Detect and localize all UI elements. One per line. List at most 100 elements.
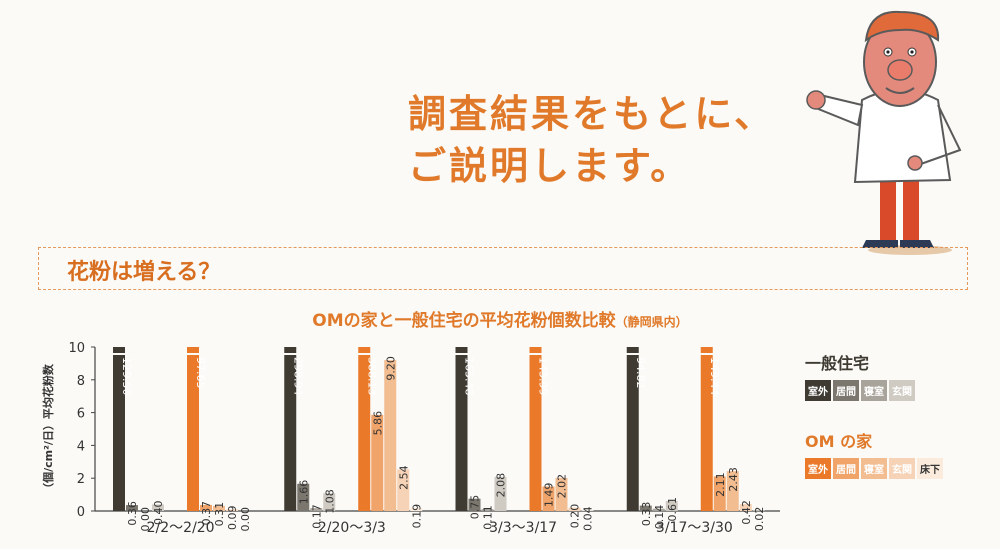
bar-om: [213, 505, 225, 511]
bar-value-label: 1.66: [297, 480, 310, 505]
bar-value-label: 0.61: [666, 497, 679, 521]
headline-line2: ご説明します。: [408, 144, 692, 188]
bar-break-mark: [625, 353, 640, 355]
bar-break-mark: [699, 353, 714, 355]
bar-om: [410, 507, 423, 511]
bar-om: [726, 471, 739, 511]
bar-value-label: 0.19: [410, 504, 423, 529]
bar-value-label: 149.44: [708, 357, 721, 396]
bar-value-label: 9.20: [384, 356, 397, 381]
bar-value-label: 5.86: [371, 411, 384, 436]
bar-break-mark: [283, 353, 298, 355]
legend-chip: 玄関: [889, 458, 915, 479]
bar-value-label: 143.99: [537, 357, 550, 396]
legend-chip: 室外: [805, 458, 831, 479]
bar-break-mark: [528, 353, 543, 355]
bar-break-mark: [186, 353, 200, 355]
headline-line1: 調査結果をもとに、: [408, 92, 776, 136]
x-category-label: 2/2〜2/20: [147, 520, 215, 536]
bar-value-label: 1.08: [323, 489, 336, 513]
y-tick-label: 10: [68, 341, 85, 356]
y-tick-label: 8: [77, 374, 85, 389]
bar-om: [542, 486, 555, 511]
chart-title-sub: （静岡県内）: [615, 315, 688, 329]
bar-general: [665, 500, 678, 511]
bar-value-label: 0.11: [482, 505, 495, 530]
bar-break-mark: [112, 353, 126, 355]
y-tick-label: 6: [77, 407, 85, 422]
bar-value-label: 0.36: [126, 501, 139, 526]
bar-general: [310, 508, 323, 511]
legend-chip: 居間: [833, 458, 859, 479]
legend-general: 一般住宅 室外 居間 寝室 玄関: [805, 350, 915, 401]
bar-value-label: 0.40: [152, 500, 165, 525]
bar-value-label: 0.17: [310, 504, 323, 529]
bar-value-label: 0.20: [569, 504, 582, 528]
bar-om: [200, 504, 212, 511]
legend-om: OM の家 室外 居間 寝室 玄関 床下: [805, 428, 943, 479]
bar-general: [468, 498, 481, 511]
bar-value-label: 298.94: [291, 357, 304, 396]
bar-value-label: 0.37: [200, 501, 213, 526]
legend-om-chips: 室外 居間 寝室 玄関 床下: [805, 458, 943, 479]
legend-chip: 玄関: [889, 380, 915, 401]
x-category-label: 3/3〜3/17: [489, 520, 557, 536]
legend-chip: 寝室: [861, 458, 887, 479]
bar-value-label: 2.02: [556, 474, 569, 499]
legend-chip: 床下: [917, 458, 943, 479]
y-tick-label: 2: [77, 472, 85, 487]
bar-general: [639, 505, 652, 511]
bar-general: [152, 504, 164, 511]
legend-general-chips: 室外 居間 寝室 玄関: [805, 380, 915, 401]
bar-value-label: 388.13: [365, 357, 378, 396]
bar-value-label: 1.49: [543, 483, 556, 508]
bar-value-label: 0.09: [226, 506, 239, 531]
bar-value-label: 0.04: [582, 506, 595, 531]
bar-om: [384, 360, 397, 511]
bar-general: [284, 347, 297, 511]
bar-value-label: 0.00: [139, 507, 152, 532]
y-tick-label: 4: [77, 439, 85, 454]
bar-om: [226, 509, 238, 511]
bar-om: [358, 347, 371, 511]
bar-value-label: 0.00: [239, 507, 252, 532]
bar-om: [529, 347, 542, 511]
bar-general: [481, 509, 494, 511]
bar-om: [555, 477, 568, 511]
bar-value-label: 2.11: [714, 472, 727, 497]
bar-om: [713, 476, 726, 511]
bar-value-label: 0.75: [469, 495, 482, 520]
bar-general: [113, 347, 125, 511]
bar-break-mark: [357, 353, 372, 355]
x-category-label: 2/20〜3/3: [318, 520, 386, 536]
headline: 調査結果をもとに、 ご説明します。: [408, 88, 775, 192]
bar-value-label: 129.50: [120, 357, 133, 396]
bar-om: [187, 347, 199, 511]
bar-om: [371, 414, 384, 511]
legend-om-title: OM の家: [805, 432, 873, 451]
bar-general: [126, 505, 138, 511]
bar-value-label: 0.14: [653, 505, 666, 529]
bar-general: [626, 347, 639, 511]
bar-value-label: 94.82: [634, 357, 647, 389]
bar-general: [455, 347, 468, 511]
x-category-label: 3/17〜3/30: [656, 520, 733, 536]
bar-value-label: 0.02: [753, 507, 766, 532]
bar-general: [494, 476, 507, 511]
y-tick-label: 0: [77, 505, 85, 520]
legend-chip: 居間: [833, 380, 859, 401]
bar-general: [297, 483, 310, 511]
bar-value-label: 0.33: [640, 502, 653, 527]
bar-value-label: 97.65: [194, 357, 207, 389]
bar-value-label: 2.54: [397, 465, 410, 490]
bar-om: [739, 504, 752, 511]
bar-value-label: 0.42: [740, 500, 753, 525]
legend-general-title: 一般住宅: [805, 354, 870, 373]
bar-om: [568, 507, 581, 511]
bar-om: [700, 347, 713, 511]
legend-chip: 室外: [805, 380, 831, 401]
bar-om: [581, 510, 594, 511]
section-title: 花粉は増える？: [67, 260, 221, 285]
